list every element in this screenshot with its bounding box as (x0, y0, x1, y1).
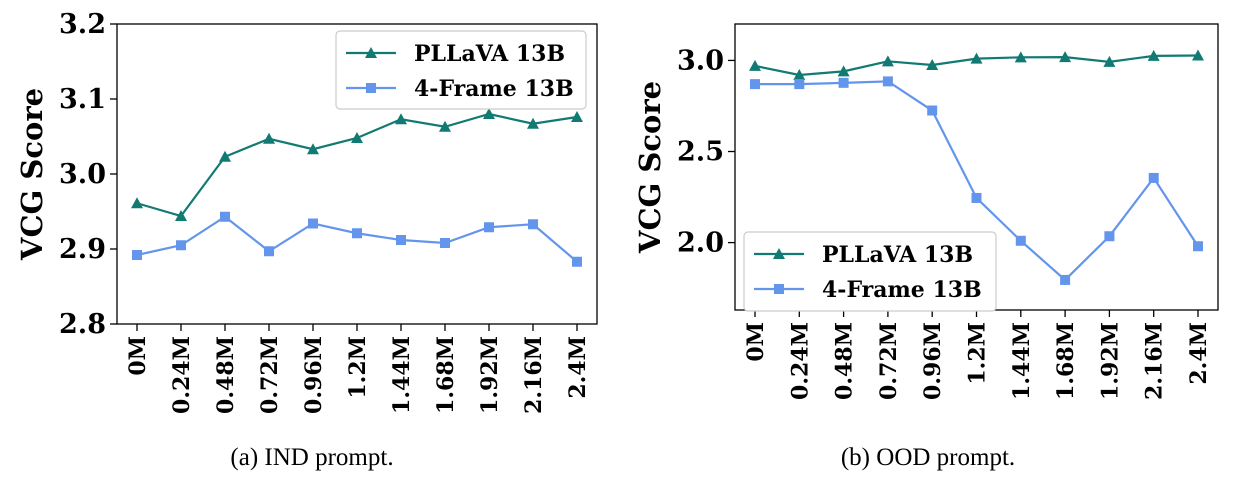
x-tick-label: 0.72M (876, 322, 902, 400)
data-point (1103, 55, 1116, 67)
legend-label: 4-Frame 13B (822, 277, 982, 303)
data-point (351, 132, 363, 143)
data-point (307, 143, 319, 155)
data-point (1148, 172, 1159, 183)
caption: (a) IND prompt. (230, 444, 393, 471)
data-point (132, 250, 142, 260)
legend-box (335, 30, 587, 110)
data-point (927, 105, 938, 116)
data-point (176, 240, 186, 251)
series-4-frame-13b (750, 76, 1203, 285)
x-tick-label: 2.16M (521, 336, 547, 414)
x-tick-label: 1.2M (965, 322, 991, 385)
data-point (837, 65, 850, 77)
data-point (264, 246, 274, 257)
x-tick-label: 0.24M (169, 336, 195, 414)
x-tick-label: 0M (743, 322, 769, 362)
series-pllava-13b (131, 108, 583, 221)
data-point (1015, 235, 1026, 246)
data-point (749, 59, 761, 71)
data-point (439, 120, 451, 132)
data-point (926, 58, 939, 70)
data-point (395, 113, 407, 125)
series-pllava-13b (749, 49, 1204, 81)
data-point (971, 192, 982, 203)
x-tick-label: 0M (125, 336, 151, 376)
data-point (793, 69, 806, 81)
series-line (136, 215, 578, 263)
x-tick-label: 1.44M (389, 336, 415, 414)
data-point (440, 238, 450, 248)
legend: PLLaVA 13B 4-Frame 13B (743, 231, 997, 312)
series-line (136, 112, 578, 218)
legend-label: 4-Frame 13B (414, 76, 574, 102)
legend-label: PLLaVA 13B (414, 41, 565, 67)
data-point (1147, 49, 1160, 61)
data-point (881, 55, 894, 67)
x-tick-label: 0.96M (920, 322, 946, 400)
data-point (1104, 231, 1115, 242)
data-point (1193, 241, 1203, 252)
chart-a: 2.8 2.9 3.0 3.1 3.2 0M 0.24M 0.48M 0.72M 0.96M 1.2… (15, 9, 598, 471)
data-point (484, 222, 494, 233)
y-axis-title: VCG Score (633, 81, 667, 254)
data-point (838, 77, 849, 88)
data-point (527, 117, 539, 129)
y-axis-title: VCG Score (15, 88, 49, 261)
data-point (308, 218, 318, 229)
x-tick-label: 0.24M (787, 322, 813, 400)
legend-label: PLLaVA 13B (822, 242, 973, 268)
chart-b: 2.0 2.5 3.0 0M 0.24M 0.48M 0.72M 0.96M 1.2M 1.44M… (633, 23, 1219, 471)
x-tick-label: 2.4M (1186, 322, 1212, 385)
data-point (396, 235, 406, 245)
data-point (1059, 51, 1072, 63)
data-point (571, 111, 583, 122)
x-tick-label: 0.96M (301, 336, 327, 414)
data-point (1060, 274, 1071, 285)
legend-marker (774, 284, 784, 294)
x-tick-label: 0.48M (213, 336, 239, 414)
y-tick-label: 2.5 (677, 137, 724, 168)
data-point (528, 219, 538, 230)
x-tick-label: 2.16M (1142, 322, 1168, 400)
y-tick-label: 3.1 (59, 84, 106, 115)
legend-marker (773, 248, 785, 259)
data-point (352, 228, 362, 239)
data-point (131, 197, 143, 209)
y-tick-label: 3.0 (59, 159, 106, 190)
x-tick-label: 1.92M (477, 336, 503, 414)
data-point (970, 52, 983, 64)
data-point (1014, 51, 1027, 63)
data-point (572, 256, 582, 267)
x-tick-label: 0.72M (257, 336, 283, 414)
data-point (882, 76, 893, 87)
data-point (220, 211, 230, 222)
y-tick-label: 2.0 (677, 228, 724, 259)
data-point (1192, 49, 1204, 61)
x-tick-label: 1.92M (1097, 322, 1123, 400)
data-point (794, 79, 805, 90)
series-4-frame-13b (132, 211, 582, 267)
legend-marker (366, 83, 376, 93)
x-tick-label: 2.4M (565, 336, 591, 399)
data-point (175, 210, 187, 221)
x-tick-label: 1.68M (1053, 322, 1079, 400)
legend-marker (365, 47, 377, 58)
data-point (219, 150, 231, 162)
legend: PLLaVA 13B 4-Frame 13B (335, 30, 587, 110)
caption: (b) OOD prompt. (841, 444, 1015, 471)
data-point (263, 132, 275, 144)
y-tick-label: 3.2 (59, 9, 106, 40)
x-tick-label: 1.2M (345, 336, 371, 399)
x-tick-label: 0.48M (832, 322, 858, 400)
y-tick-label: 2.8 (59, 309, 106, 340)
x-tick-label: 1.68M (433, 336, 459, 414)
data-point (483, 108, 495, 119)
x-tick-label: 1.44M (1009, 322, 1035, 400)
y-tick-label: 2.9 (59, 234, 106, 265)
data-point (750, 79, 760, 90)
legend-box (743, 231, 997, 312)
y-tick-label: 3.0 (677, 45, 724, 76)
